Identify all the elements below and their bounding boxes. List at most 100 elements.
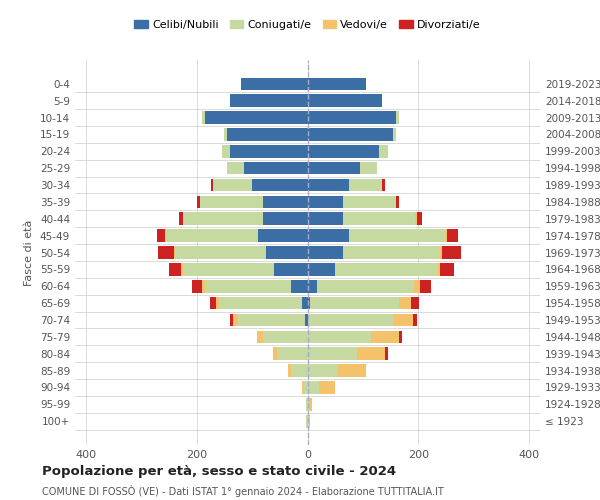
Bar [183,263,274,276]
Bar [308,280,317,292]
Bar [308,111,396,124]
Bar [305,314,308,326]
Bar [440,246,442,259]
Bar [263,196,308,208]
Bar [241,78,308,90]
Bar [230,145,308,158]
Bar [211,178,214,192]
Bar [360,162,377,174]
Text: COMUNE DI FOSSÒ (VE) - Dati ISTAT 1° gennaio 2024 - Elaborazione TUTTITALIA.IT: COMUNE DI FOSSÒ (VE) - Dati ISTAT 1° gen… [42,485,444,497]
Bar [169,263,181,276]
Bar [446,230,447,242]
Bar [291,364,308,377]
Bar [310,297,399,310]
Bar [440,263,454,276]
Y-axis label: Fasce di età: Fasce di età [25,220,34,286]
Bar [437,263,440,276]
Bar [442,246,461,259]
Bar [166,230,257,242]
Bar [411,297,419,310]
Bar [343,212,415,225]
Bar [205,111,308,124]
Bar [371,330,399,343]
Bar [343,246,440,259]
Bar [306,398,308,410]
Bar [308,78,365,90]
Bar [413,314,417,326]
Bar [303,381,308,394]
Bar [158,246,173,259]
Bar [415,280,420,292]
Bar [230,94,308,107]
Bar [193,280,202,292]
Bar [175,246,266,259]
Bar [308,94,382,107]
Bar [274,263,308,276]
Bar [308,364,338,377]
Bar [308,212,343,225]
Text: Popolazione per età, sesso e stato civile - 2024: Popolazione per età, sesso e stato civil… [42,465,396,478]
Bar [277,348,308,360]
Bar [257,330,263,343]
Legend: Celibi/Nubili, Coniugati/e, Vedovi/e, Divorziati/e: Celibi/Nubili, Coniugati/e, Vedovi/e, Di… [130,16,485,34]
Bar [308,398,309,410]
Bar [308,246,343,259]
Bar [224,128,227,141]
Bar [420,280,431,292]
Bar [379,145,388,158]
Bar [263,330,308,343]
Bar [288,364,291,377]
Bar [252,178,308,192]
Bar [173,246,175,259]
Bar [227,128,308,141]
Bar [219,297,302,310]
Bar [415,212,416,225]
Bar [165,230,166,242]
Bar [308,415,310,428]
Bar [244,162,308,174]
Bar [308,263,335,276]
Bar [308,314,394,326]
Bar [308,178,349,192]
Bar [263,212,308,225]
Bar [358,348,385,360]
Bar [309,398,312,410]
Bar [197,196,200,208]
Bar [308,297,310,310]
Bar [308,196,343,208]
Bar [308,145,379,158]
Bar [349,230,446,242]
Bar [382,178,385,192]
Bar [302,381,303,394]
Bar [335,263,437,276]
Bar [416,212,422,225]
Bar [349,178,382,192]
Bar [266,246,308,259]
Bar [221,145,230,158]
Bar [302,297,308,310]
Bar [308,162,360,174]
Bar [230,314,233,326]
Bar [216,297,219,310]
Bar [214,178,252,192]
Bar [205,280,291,292]
Bar [319,381,335,394]
Bar [202,280,205,292]
Bar [209,297,216,310]
Bar [200,196,263,208]
Bar [343,196,396,208]
Bar [157,230,165,242]
Bar [308,348,358,360]
Bar [338,364,365,377]
Bar [396,196,399,208]
Bar [238,314,305,326]
Bar [183,212,263,225]
Bar [308,381,319,394]
Bar [307,415,308,428]
Bar [179,212,183,225]
Bar [317,280,415,292]
Bar [399,330,401,343]
Bar [272,348,277,360]
Bar [394,128,396,141]
Bar [233,314,238,326]
